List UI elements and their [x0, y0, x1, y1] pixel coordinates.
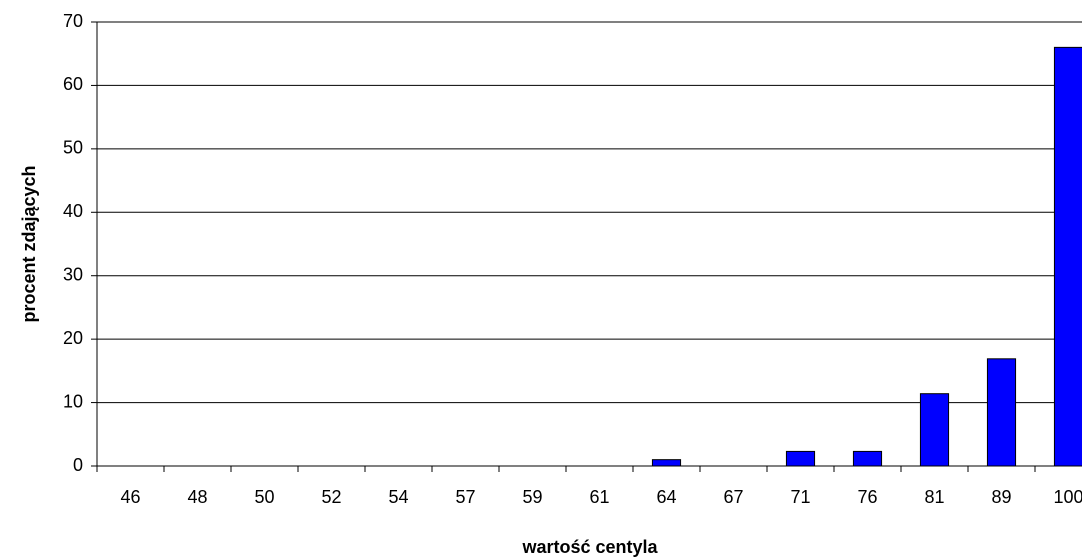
x-tick-label: 76: [857, 487, 877, 507]
bar: [852, 450, 883, 467]
bar: [986, 358, 1017, 467]
y-tick-label: 70: [63, 11, 83, 31]
y-tick-label: 60: [63, 74, 83, 94]
y-tick-label: 20: [63, 328, 83, 348]
y-tick-label: 50: [63, 138, 83, 158]
bar: [1053, 46, 1082, 467]
bar: [785, 450, 816, 467]
x-tick-label: 100: [1053, 487, 1082, 507]
x-tick-label: 67: [723, 487, 743, 507]
y-tick-label: 10: [63, 391, 83, 411]
x-tick-label: 71: [790, 487, 810, 507]
bar: [651, 459, 682, 467]
x-tick-label: 52: [321, 487, 341, 507]
x-tick-label: 61: [589, 487, 609, 507]
x-tick-label: 50: [254, 487, 274, 507]
x-tick-label: 54: [388, 487, 408, 507]
y-tick-label: 0: [73, 455, 83, 475]
x-tick-label: 89: [991, 487, 1011, 507]
x-axis-title: wartość centyla: [521, 537, 658, 557]
y-axis-title: procent zdających: [19, 165, 39, 322]
x-tick-label: 48: [187, 487, 207, 507]
y-tick-label: 40: [63, 201, 83, 221]
x-tick-label: 46: [120, 487, 140, 507]
x-tick-label: 57: [455, 487, 475, 507]
x-tick-label: 81: [924, 487, 944, 507]
bar: [919, 393, 950, 467]
x-tick-label: 64: [656, 487, 676, 507]
y-tick-label: 30: [63, 264, 83, 284]
x-tick-label: 59: [522, 487, 542, 507]
